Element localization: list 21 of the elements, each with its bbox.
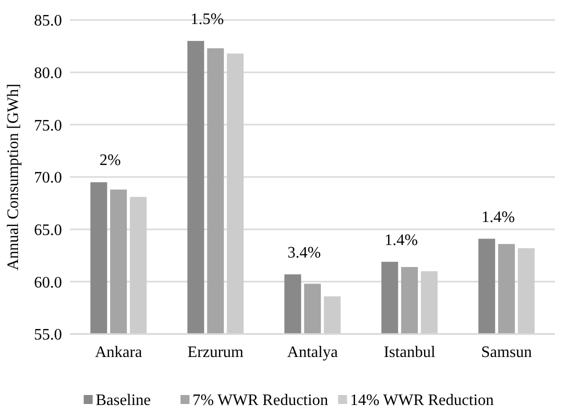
annotation: 2% bbox=[99, 152, 121, 170]
annotation: 1.4% bbox=[481, 208, 515, 226]
y-axis-title: Annual Consumption [GWh] bbox=[5, 84, 22, 270]
y-tick-label: 60.0 bbox=[34, 274, 62, 292]
y-tick-label: 75.0 bbox=[34, 117, 62, 134]
x-tick-label: Antalya bbox=[287, 344, 338, 361]
annotation: 1.5% bbox=[190, 10, 224, 28]
y-tick-label: 80.0 bbox=[34, 64, 62, 82]
annotation: 1.4% bbox=[384, 232, 418, 249]
y-tick-label: 65.0 bbox=[34, 222, 62, 239]
y-tick-label: 70.0 bbox=[34, 170, 62, 187]
x-tick-label: Istanbul bbox=[384, 344, 436, 361]
x-tick-label: Ankara bbox=[94, 344, 142, 361]
annotation: 3.4% bbox=[287, 244, 321, 262]
legend-label: 7% WWR Reduction bbox=[192, 392, 328, 409]
legend-label: 14% WWR Reduction bbox=[350, 392, 494, 409]
y-tick-label: 85.0 bbox=[34, 12, 62, 30]
legend-label: Baseline bbox=[96, 392, 151, 409]
x-tick-label: Samsun bbox=[481, 344, 532, 361]
y-tick-label: 55.0 bbox=[34, 326, 62, 344]
x-tick-label: Erzurum bbox=[188, 344, 244, 361]
